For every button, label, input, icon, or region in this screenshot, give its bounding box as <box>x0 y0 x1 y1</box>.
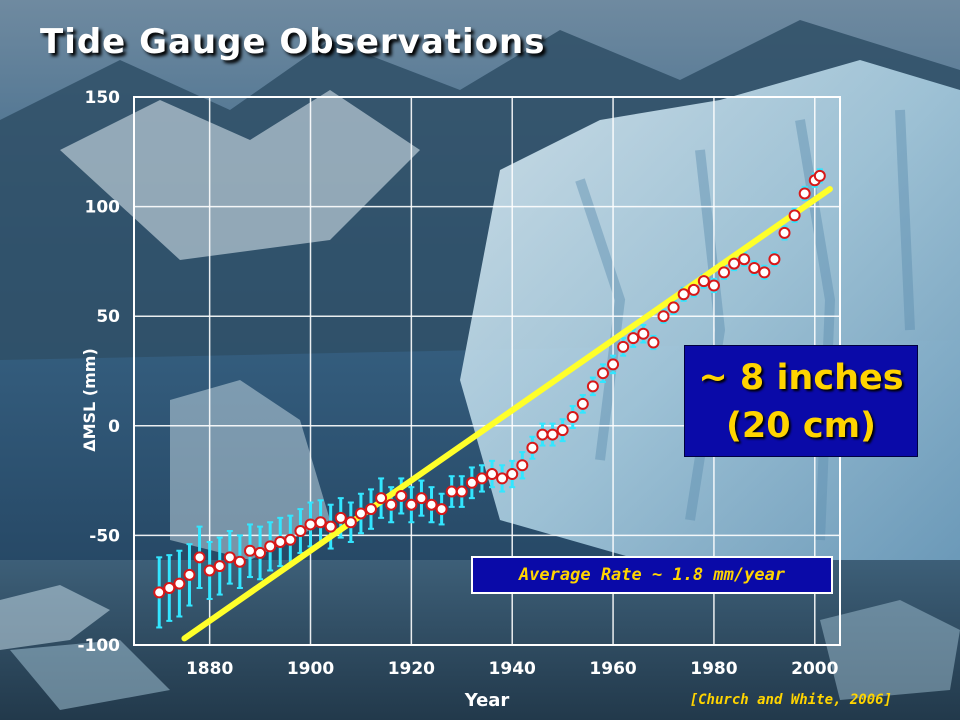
data-point <box>556 424 569 437</box>
data-point <box>274 535 287 548</box>
data-point <box>728 257 741 270</box>
x-tick-label: 1900 <box>287 659 334 679</box>
data-point <box>405 498 418 511</box>
data-point <box>223 551 236 564</box>
data-point <box>627 332 640 345</box>
data-point <box>193 551 206 564</box>
data-point <box>375 492 388 505</box>
data-point <box>546 428 559 441</box>
data-point <box>324 520 337 533</box>
x-tick-label: 1940 <box>489 659 536 679</box>
data-point <box>354 507 367 520</box>
data-point <box>304 518 317 531</box>
data-point <box>617 340 630 353</box>
data-point <box>486 468 499 481</box>
data-point <box>586 380 599 393</box>
x-tick-labels: 1880 1900 1920 1940 1960 1980 2000 <box>186 659 839 679</box>
data-point <box>243 544 256 557</box>
data-point <box>264 540 277 553</box>
data-point <box>536 428 549 441</box>
data-point <box>496 472 509 485</box>
data-point <box>607 358 620 371</box>
data-point <box>576 397 589 410</box>
y-tick-label: 50 <box>96 307 120 327</box>
data-point <box>798 187 811 200</box>
data-point <box>294 525 307 538</box>
data-point <box>516 459 529 472</box>
data-point <box>667 301 680 314</box>
data-point <box>596 367 609 380</box>
data-point <box>314 516 327 529</box>
data-point <box>415 492 428 505</box>
trend-line <box>181 186 833 642</box>
data-point <box>163 582 176 595</box>
data-point <box>425 498 438 511</box>
y-tick-label: 150 <box>85 88 121 108</box>
data-point <box>718 266 731 279</box>
x-tick-label: 1920 <box>388 659 435 679</box>
data-point <box>435 503 448 516</box>
data-point <box>697 275 710 288</box>
data-point <box>254 546 267 559</box>
data-point <box>213 560 226 573</box>
y-tick-labels: -100 -50 0 50 100 150 <box>77 88 120 656</box>
average-rate-box: Average Rate ~ 1.8 mm/year <box>471 556 833 594</box>
x-tick-label: 1980 <box>690 659 737 679</box>
data-point <box>506 468 519 481</box>
data-point <box>637 327 650 340</box>
data-point <box>526 441 539 454</box>
data-point <box>657 310 670 323</box>
data-point <box>455 485 468 498</box>
data-point <box>445 485 458 498</box>
data-point <box>738 253 751 266</box>
data-point <box>173 577 186 590</box>
data-point <box>153 586 166 599</box>
observation-points <box>153 169 826 599</box>
data-point <box>566 411 579 424</box>
data-point <box>687 283 700 296</box>
data-point <box>778 226 791 239</box>
data-point <box>203 564 216 577</box>
data-point <box>395 489 408 502</box>
data-point <box>748 261 761 274</box>
data-point <box>677 288 690 301</box>
data-point <box>707 279 720 292</box>
data-point <box>813 169 826 182</box>
data-point <box>344 516 357 529</box>
callout-inches: ~ 8 inches <box>698 358 904 398</box>
callout-cm: (20 cm) <box>725 406 877 446</box>
data-point <box>758 266 771 279</box>
data-point <box>647 336 660 349</box>
y-tick-label: 100 <box>85 198 121 218</box>
data-point <box>465 476 478 489</box>
y-axis-label: ΔMSL (mm) <box>80 348 99 452</box>
data-point <box>768 253 781 266</box>
data-point <box>475 472 488 485</box>
data-point <box>788 209 801 222</box>
page-title: Tide Gauge Observations <box>40 22 546 62</box>
data-point <box>334 511 347 524</box>
data-point <box>365 503 378 516</box>
x-axis-label: Year <box>464 690 510 711</box>
data-point <box>233 555 246 568</box>
y-tick-label: -50 <box>89 526 120 546</box>
y-tick-label: 0 <box>108 417 120 437</box>
data-point <box>183 568 196 581</box>
y-tick-label: -100 <box>77 636 120 656</box>
x-tick-label: 2000 <box>791 659 838 679</box>
x-tick-label: 1960 <box>589 659 636 679</box>
sea-rise-callout: ~ 8 inches (20 cm) <box>684 345 918 457</box>
source-citation: [Church and White, 2006] <box>689 692 892 708</box>
data-point <box>284 533 297 546</box>
x-tick-label: 1880 <box>186 659 233 679</box>
data-point <box>385 498 398 511</box>
